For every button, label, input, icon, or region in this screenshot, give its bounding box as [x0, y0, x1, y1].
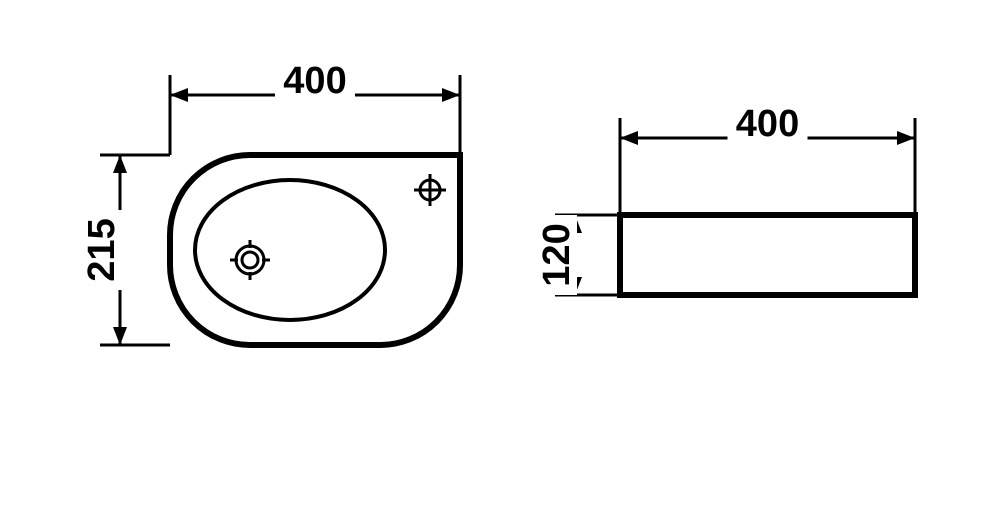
basin-bowl	[195, 180, 385, 320]
dimensions.side_width-label: 400	[736, 103, 799, 145]
side-outline	[620, 215, 915, 295]
dimensions.basin_width-label: 400	[283, 60, 346, 102]
drain-icon	[236, 246, 264, 274]
dimensions.basin_height-label: 215	[81, 218, 123, 281]
technical-drawing: 400 215 400 120	[0, 0, 1000, 518]
dimensions.side_height-label: 120	[536, 223, 578, 286]
